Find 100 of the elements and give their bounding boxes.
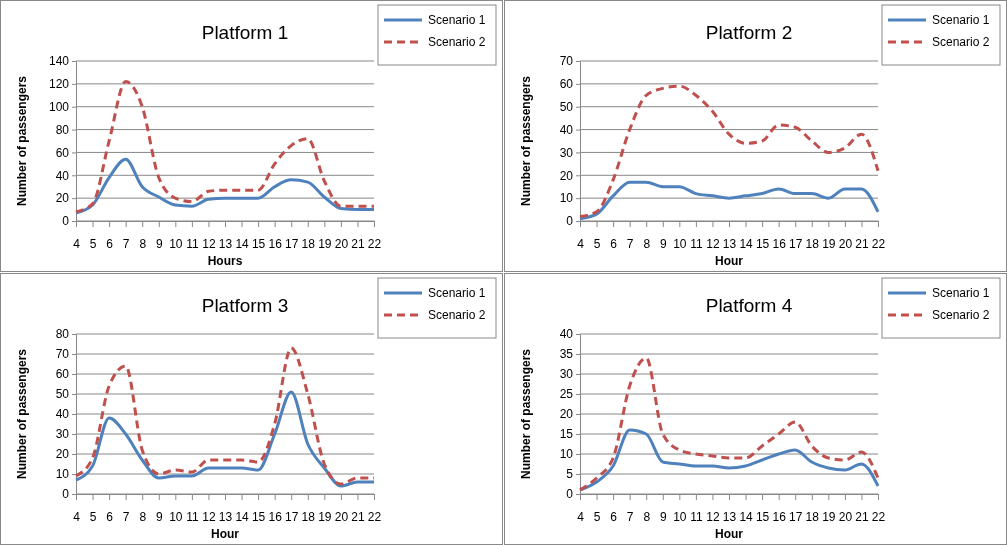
x-tick-label: 8 — [643, 509, 651, 524]
x-tick-label: 21 — [855, 509, 869, 524]
y-tick-label: 40 — [559, 327, 574, 342]
x-tick-label: 18 — [301, 509, 316, 524]
x-axis-title: Hour — [715, 527, 744, 541]
line-series — [578, 84, 880, 218]
x-tick-label: 5 — [593, 509, 601, 524]
y-tick-label: 35 — [559, 347, 574, 362]
x-tick-label: 20 — [334, 236, 349, 251]
x-tick-label: 19 — [318, 509, 332, 524]
y-tick-label: 80 — [55, 327, 70, 342]
x-tick-label: 9 — [155, 509, 163, 524]
x-tick-label: 7 — [122, 236, 130, 251]
x-tick-label: 14 — [235, 236, 250, 251]
x-tick-label: 16 — [268, 509, 283, 524]
legend-label: Scenario 2 — [428, 308, 486, 322]
x-tick-label: 6 — [106, 236, 114, 251]
x-tick-label: 6 — [610, 509, 618, 524]
x-tick-label: 18 — [805, 236, 820, 251]
x-tick-label: 18 — [301, 236, 316, 251]
x-tick-label: 17 — [285, 236, 299, 251]
legend-label: Scenario 2 — [932, 308, 990, 322]
x-tick-label: 4 — [73, 509, 81, 524]
x-tick-label: 6 — [610, 236, 618, 251]
y-tick-label: 20 — [559, 168, 574, 183]
x-tick-label: 10 — [169, 236, 183, 251]
x-tick-label: 22 — [871, 509, 886, 524]
x-tick-label: 19 — [822, 509, 836, 524]
x-tick-label: 8 — [139, 509, 147, 524]
line-series — [578, 356, 880, 492]
x-tick-label: 21 — [855, 236, 869, 251]
x-tick-label: 13 — [722, 509, 737, 524]
x-tick-label: 5 — [89, 509, 97, 524]
x-tick-label: 15 — [251, 509, 266, 524]
y-tick-label: 10 — [55, 467, 70, 482]
x-tick-label: 10 — [673, 236, 687, 251]
y-tick-label: 80 — [55, 122, 70, 137]
legend-label: Scenario 1 — [932, 286, 990, 300]
y-tick-label: 15 — [559, 427, 574, 442]
line-series — [578, 180, 880, 221]
x-axis-title: Hour — [211, 527, 240, 541]
x-tick-label: 4 — [577, 236, 585, 251]
line-series — [74, 157, 376, 215]
x-tick-label: 9 — [659, 236, 667, 251]
x-tick-label: 7 — [122, 509, 130, 524]
y-tick-label: 0 — [62, 487, 70, 502]
y-axis-title: Number of passengers — [519, 75, 533, 207]
x-tick-label: 11 — [690, 509, 703, 524]
y-tick-label: 0 — [566, 214, 574, 229]
line-series — [74, 80, 376, 214]
x-tick-label: 20 — [334, 509, 349, 524]
x-axis-title: Hours — [207, 254, 243, 268]
line-series — [74, 390, 376, 488]
x-tick-label: 12 — [202, 509, 216, 524]
x-tick-label: 7 — [626, 236, 634, 251]
chart-title: Platform 3 — [201, 295, 289, 316]
legend-label: Scenario 1 — [428, 13, 486, 27]
y-axis-title: Number of passengers — [15, 348, 29, 480]
x-tick-label: 21 — [351, 236, 365, 251]
legend-label: Scenario 1 — [428, 286, 486, 300]
chart-title: Platform 1 — [201, 22, 289, 43]
x-tick-label: 8 — [139, 236, 147, 251]
x-tick-label: 4 — [577, 509, 585, 524]
y-tick-label: 120 — [48, 77, 70, 92]
x-tick-label: 12 — [202, 236, 216, 251]
x-tick-label: 17 — [789, 509, 803, 524]
x-tick-label: 11 — [186, 236, 199, 251]
legend-label: Scenario 1 — [932, 13, 990, 27]
x-tick-label: 20 — [838, 509, 853, 524]
x-tick-label: 12 — [706, 509, 720, 524]
x-tick-label: 20 — [838, 236, 853, 251]
y-tick-label: 10 — [559, 191, 574, 206]
y-tick-label: 70 — [559, 54, 574, 69]
x-tick-label: 18 — [805, 509, 820, 524]
y-axis-title: Number of passengers — [519, 348, 533, 480]
x-tick-label: 11 — [690, 236, 703, 251]
y-tick-label: 50 — [559, 100, 574, 115]
y-tick-label: 70 — [55, 347, 70, 362]
x-tick-label: 22 — [871, 236, 886, 251]
x-axis-title: Hour — [715, 254, 744, 268]
y-tick-label: 0 — [566, 487, 574, 502]
x-tick-label: 13 — [218, 509, 233, 524]
x-tick-label: 22 — [367, 236, 382, 251]
x-tick-label: 13 — [722, 236, 737, 251]
y-tick-label: 60 — [559, 77, 574, 92]
x-tick-label: 16 — [772, 236, 787, 251]
y-tick-label: 20 — [559, 407, 574, 422]
x-tick-label: 22 — [367, 509, 382, 524]
x-tick-label: 16 — [268, 236, 283, 251]
y-tick-label: 10 — [559, 447, 574, 462]
y-axis-title: Number of passengers — [15, 75, 29, 207]
x-tick-label: 19 — [822, 236, 836, 251]
x-tick-label: 15 — [755, 509, 770, 524]
legend-label: Scenario 2 — [428, 35, 486, 49]
legend-label: Scenario 2 — [932, 35, 990, 49]
x-tick-label: 12 — [706, 236, 720, 251]
y-tick-label: 25 — [559, 387, 574, 402]
x-tick-label: 21 — [351, 509, 365, 524]
x-tick-label: 11 — [186, 509, 199, 524]
x-tick-label: 14 — [235, 509, 250, 524]
